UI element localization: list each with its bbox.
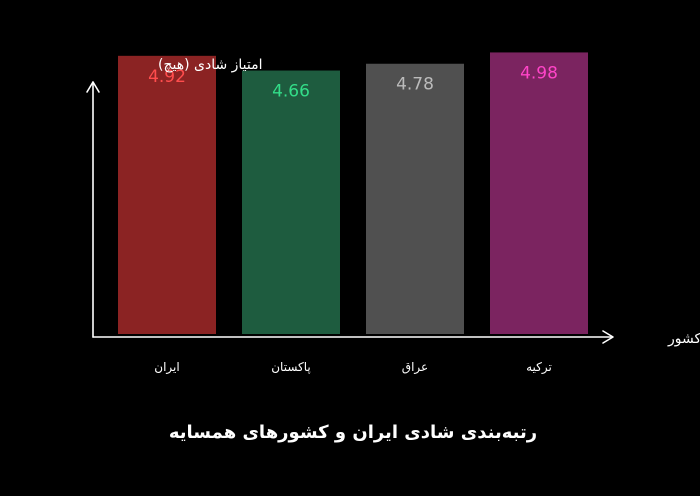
bars xyxy=(118,52,588,335)
axes xyxy=(86,81,614,344)
y-axis-title: امتیاز شادی (هیچ) xyxy=(158,57,263,73)
category-tick-label: ایران xyxy=(154,360,179,375)
category-tick-label: پاکستان xyxy=(271,360,311,374)
x-axis-title: کشور xyxy=(667,331,700,347)
bar xyxy=(118,55,216,334)
bar-value-label: 4.98 xyxy=(520,63,558,83)
bar-value-label: 4.66 xyxy=(272,82,310,102)
bar xyxy=(242,70,340,335)
value-labels: 4.92 4.66 4.78 4.98 xyxy=(148,63,558,101)
category-tick-label: ترکیه xyxy=(526,360,552,375)
bar xyxy=(490,52,588,334)
y-axis-arrow-icon xyxy=(86,81,100,93)
bar-value-label: 4.92 xyxy=(148,67,186,87)
x-axis-arrow-icon xyxy=(602,330,614,344)
bar-value-label: 4.78 xyxy=(396,75,434,95)
category-labels: ایران پاکستان عراق ترکیه xyxy=(154,360,552,375)
category-tick-label: عراق xyxy=(402,360,428,375)
bar xyxy=(366,63,464,334)
chart-title: رتبه‌بندی شادی ایران و کشورهای همسایه xyxy=(169,422,537,443)
